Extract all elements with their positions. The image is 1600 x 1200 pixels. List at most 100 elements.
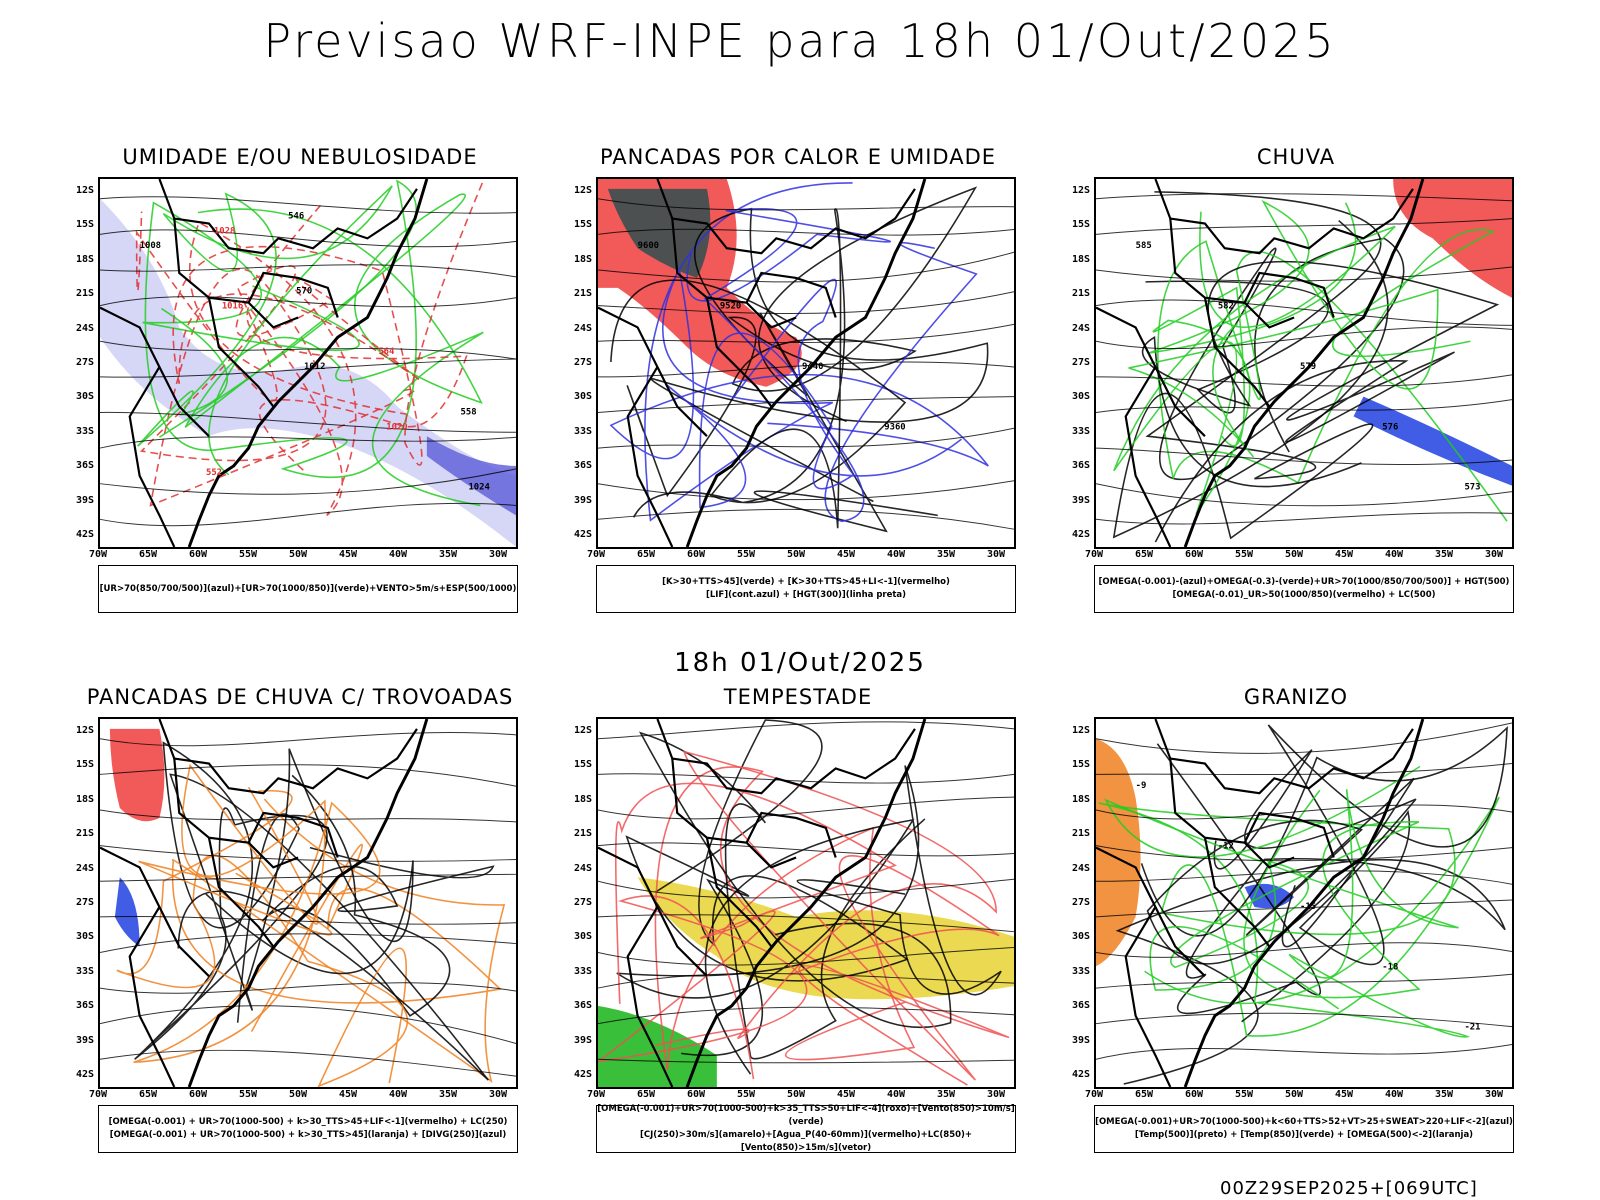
contour-line xyxy=(261,774,495,1017)
lat-tick-label: 12S xyxy=(75,725,94,736)
streamline xyxy=(100,731,516,747)
contour-line xyxy=(1128,199,1439,458)
contour-line xyxy=(1112,191,1389,540)
lon-tick-label: 50W xyxy=(288,549,308,560)
streamline xyxy=(1096,763,1512,776)
lat-tick-label: 27S xyxy=(1071,897,1090,908)
panel-legend: [UR>70(850/700/500)](azul)+[UR>70(1000/8… xyxy=(98,565,518,613)
lon-tick-label: 60W xyxy=(188,549,208,560)
contour-label: 9520 xyxy=(720,302,741,312)
country-border xyxy=(1154,719,1414,795)
lat-tick-label: 24S xyxy=(75,862,94,874)
streamline xyxy=(1096,512,1512,525)
lon-tick-label: 30W xyxy=(986,549,1006,560)
lat-tick-label: 30S xyxy=(573,931,592,943)
lat-tick-label: 18S xyxy=(75,793,94,805)
streamline xyxy=(1096,845,1512,862)
lon-tick-label: 60W xyxy=(1184,549,1204,560)
coastline xyxy=(1183,179,1425,547)
panel-legend: [OMEGA(-0.001)-(azul)+OMEGA(-0.3)-(verde… xyxy=(1094,565,1514,613)
contour-line xyxy=(1113,211,1396,515)
lon-tick-label: 50W xyxy=(786,549,806,560)
streamline xyxy=(100,809,516,823)
contour-line xyxy=(1145,237,1405,480)
lon-tick-label: 40W xyxy=(1384,1089,1404,1100)
streamline xyxy=(1096,266,1512,282)
contour-line xyxy=(116,789,409,1087)
lon-tick-label: 70W xyxy=(88,1089,108,1100)
streamline xyxy=(100,933,516,953)
lon-tick-label: 40W xyxy=(1384,549,1404,560)
lon-tick-label: 55W xyxy=(238,1089,258,1100)
contour-label: 579 xyxy=(1300,362,1316,372)
panel-tempestade: TEMPESTADE 12S 15S 18S 21S 24S 27S 30S 33S 36S 39S… xyxy=(548,685,1048,1155)
lat-tick-label: 39S xyxy=(75,494,94,506)
lat-tick-label: 42S xyxy=(573,1069,592,1080)
lat-tick-label: 15S xyxy=(75,759,94,771)
lat-tick-label: 30S xyxy=(573,391,592,403)
lat-tick-label: 33S xyxy=(75,965,94,977)
streamline xyxy=(100,411,516,433)
lon-tick-label: 50W xyxy=(786,1089,806,1100)
panel-umidade: UMIDADE E/OU NEBULOSIDADE 12S 15S 18S 21S 24S… xyxy=(50,145,550,615)
lon-tick-label: 70W xyxy=(586,1089,606,1100)
lat-tick-label: 12S xyxy=(1071,725,1090,736)
lat-tick-label: 21S xyxy=(573,288,592,300)
contour-label: 576 xyxy=(1382,422,1398,432)
lat-tick-label: 42S xyxy=(573,529,592,540)
streamline xyxy=(100,1049,516,1077)
contour-line xyxy=(1140,724,1508,1023)
lon-tick-label: 60W xyxy=(686,1089,706,1100)
field-area-2 xyxy=(598,1005,717,1087)
lat-tick-label: 27S xyxy=(75,897,94,908)
coastline xyxy=(685,179,927,547)
streamline xyxy=(100,764,516,787)
panel-legend: [OMEGA(-0.001) + UR>70(1000-500) + k>30_… xyxy=(98,1105,518,1153)
map-canvas: 9600 9520 9440 9360 xyxy=(598,179,1014,547)
streamline xyxy=(598,972,1014,989)
contour-line xyxy=(1142,260,1500,543)
forecast-map: 9600 9520 9440 9360 xyxy=(596,177,1016,549)
streamline xyxy=(100,229,516,248)
contour-label: 1012 xyxy=(304,362,325,372)
legend-line: [UR>70(850/700/500)](azul)+[UR>70(1000/8… xyxy=(99,583,517,594)
lat-tick-label: 21S xyxy=(75,828,94,840)
lat-tick-label: 24S xyxy=(1071,322,1090,334)
streamline xyxy=(598,427,1014,449)
lat-tick-label: 39S xyxy=(1071,1034,1090,1046)
country-border xyxy=(1203,297,1271,408)
contour-line xyxy=(133,763,381,1064)
panel-legend: [K>30+TTS>45](verde) + [K>30+TTS>45+LI<-… xyxy=(596,565,1016,613)
lat-tick-label: 27S xyxy=(573,357,592,368)
country-border xyxy=(671,218,797,329)
panel-legend: [OMEGA(-0.001)+UR>70(1000-500)+k>35_TTS>… xyxy=(596,1104,1016,1153)
contour-label: 9360 xyxy=(884,422,905,432)
lon-tick-label: 65W xyxy=(636,1089,656,1100)
streamline xyxy=(598,721,1014,740)
lon-tick-label: 45W xyxy=(1334,1089,1354,1100)
country-border xyxy=(247,811,339,858)
country-border xyxy=(247,271,339,318)
streamline xyxy=(1096,193,1512,202)
contour-label: 552 xyxy=(206,468,222,478)
lat-tick-label: 27S xyxy=(573,897,592,908)
lon-tick-label: 35W xyxy=(438,549,458,560)
lat-tick-label: 33S xyxy=(1071,425,1090,437)
streamline xyxy=(598,1058,1014,1064)
country-border xyxy=(173,218,299,329)
country-border xyxy=(128,906,176,1087)
legend-line: [K>30+TTS>45](verde) + [K>30+TTS>45+LI<-… xyxy=(662,577,950,587)
lat-tick-label: 33S xyxy=(573,425,592,437)
lat-tick-label: 15S xyxy=(75,219,94,231)
forecast-map: 585 582 579 576 573 xyxy=(1094,177,1514,549)
contour-label: -21 xyxy=(1464,1023,1480,1033)
forecast-map: -9 -12 -15 -18 -21 xyxy=(1094,717,1514,1089)
lon-tick-label: 40W xyxy=(886,549,906,560)
lon-tick-label: 70W xyxy=(586,549,606,560)
lat-tick-label: 42S xyxy=(1071,1069,1090,1080)
map-canvas: -9 -12 -15 -18 -21 xyxy=(1096,719,1512,1087)
lat-tick-label: 42S xyxy=(75,529,94,540)
coastline xyxy=(685,719,927,1087)
field-area-1 xyxy=(109,728,165,822)
contour-label: 1020 xyxy=(386,422,407,432)
